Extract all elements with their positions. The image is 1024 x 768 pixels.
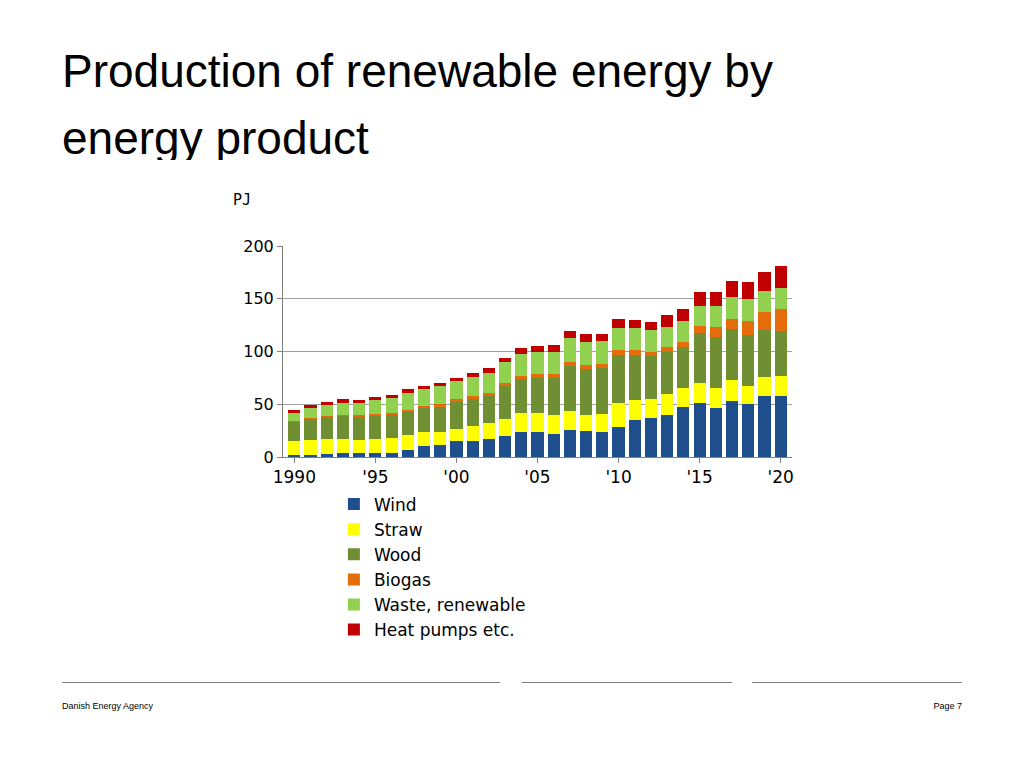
svg-text:'05: '05 (524, 467, 550, 487)
html-text:Page 7: Page 7 (933, 701, 962, 711)
svg-text:Straw: Straw (374, 520, 423, 540)
svg-text:PJ: PJ (233, 191, 251, 209)
svg-text:50: 50 (253, 395, 273, 414)
svg-text:Waste, renewable: Waste, renewable (374, 595, 526, 615)
html-text:Production of renewable energy: Production of renewable energy by energy… (62, 45, 773, 164)
svg-text:100: 100 (243, 342, 274, 361)
svg-text:0: 0 (264, 448, 274, 467)
svg-text:150: 150 (243, 289, 274, 308)
svg-text:'20: '20 (767, 467, 793, 487)
svg-text:'15: '15 (686, 467, 712, 487)
svg-text:Wood: Wood (374, 545, 421, 565)
svg-text:Wind: Wind (374, 495, 417, 515)
svg-text:'00: '00 (443, 467, 469, 487)
svg-text:Biogas: Biogas (374, 570, 431, 590)
svg-text:1990: 1990 (273, 467, 316, 487)
html-text:Danish Energy Agency: Danish Energy Agency (62, 701, 154, 711)
svg-text:Heat pumps etc.: Heat pumps etc. (374, 620, 515, 640)
svg-text:200: 200 (243, 237, 274, 256)
svg-text:'10: '10 (605, 467, 631, 487)
svg-text:'95: '95 (362, 467, 388, 487)
